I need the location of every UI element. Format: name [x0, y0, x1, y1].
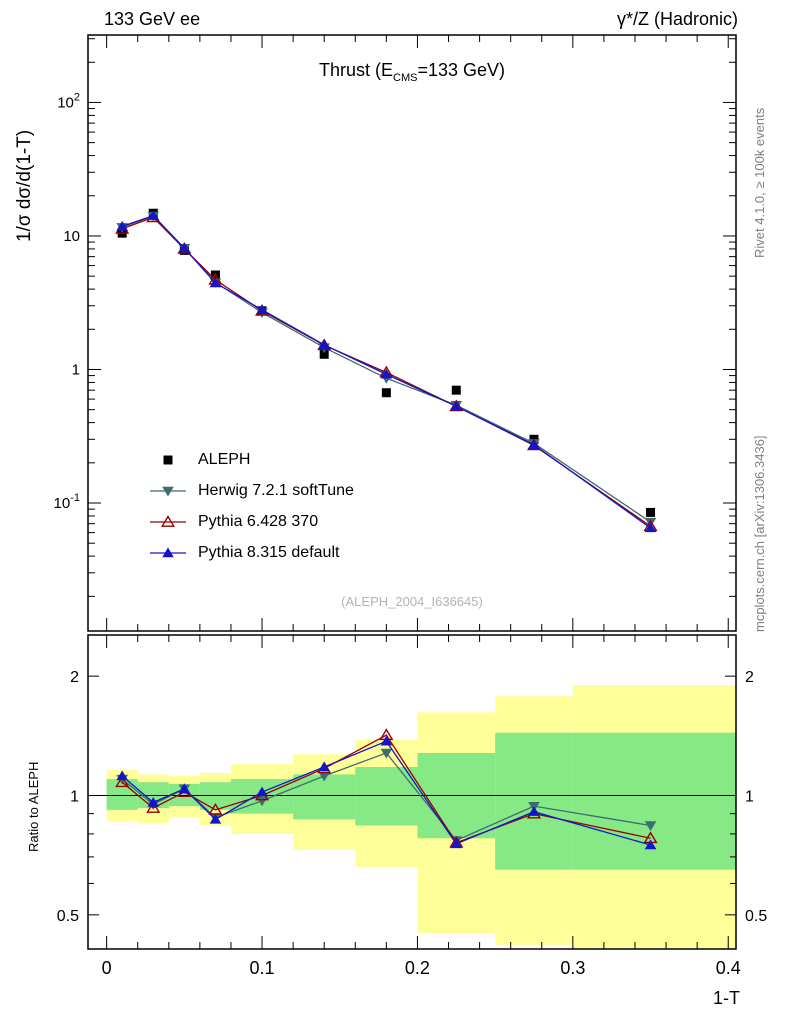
- legend-item: Herwig 7.2.1 softTune: [148, 475, 354, 506]
- plot-title-sub: CMS: [393, 72, 418, 84]
- svg-text:0.2: 0.2: [405, 958, 430, 978]
- plot-title-pre: Thrust (E: [318, 60, 393, 80]
- legend-item-label: ALEPH: [198, 450, 251, 468]
- legend-marker-icon: [150, 486, 186, 496]
- plot-title: Thrust (ECMS=133 GeV): [318, 60, 506, 84]
- ratio-uncertainty-bands: [106, 684, 736, 949]
- legend-item: Pythia 6.428 370: [148, 506, 354, 537]
- svg-text:0.5: 0.5: [745, 908, 767, 925]
- main-panel-frame: [87, 34, 737, 632]
- svg-text:10: 10: [63, 228, 80, 245]
- legend-item: Pythia 8.315 default: [148, 537, 354, 568]
- legend-item: ALEPH: [148, 444, 354, 475]
- plot-title-post: =133 GeV): [417, 60, 506, 80]
- header-beam-label: 133 GeV ee: [104, 9, 201, 29]
- analysis-id-watermark: (ALEPH_2004_I636645): [341, 594, 483, 609]
- axis-ticks: [88, 35, 736, 949]
- legend-marker-icon: [150, 547, 186, 557]
- svg-text:2: 2: [745, 669, 754, 686]
- series-pythia-8-315-default: [116, 210, 657, 850]
- legend-marker-icon: [163, 455, 173, 464]
- svg-text:10-1: 10-1: [54, 492, 80, 512]
- svg-text:0.5: 0.5: [57, 908, 79, 925]
- svg-text:102: 102: [57, 91, 80, 111]
- legend-item-label: Pythia 6.428 370: [198, 512, 319, 530]
- ratio-panel-frame: [87, 634, 737, 950]
- svg-text:2: 2: [70, 669, 79, 686]
- tick-labels: 102 10 1 10-1 2 2 1 1 0.5 0.5 0 0.1 0.2 0.3 0.4: [54, 91, 768, 978]
- header-process-label: γ*/Z (Hadronic): [616, 9, 738, 29]
- legend: ALEPH Herwig 7.2.1 softTune Pythia 6.428 3…: [148, 444, 354, 568]
- legend-item-label: Herwig 7.2.1 softTune: [198, 481, 354, 499]
- svg-text:0.3: 0.3: [560, 958, 585, 978]
- legend-marker-icon: [150, 514, 186, 527]
- x-axis-label: 1-T: [713, 988, 740, 1008]
- svg-text:0.1: 0.1: [250, 958, 275, 978]
- legend-item-label: Pythia 8.315 default: [198, 543, 340, 561]
- svg-text:1: 1: [70, 788, 79, 805]
- svg-text:1: 1: [745, 788, 754, 805]
- svg-text:0: 0: [102, 958, 112, 978]
- svg-text:1: 1: [72, 361, 80, 378]
- svg-text:0.4: 0.4: [716, 958, 741, 978]
